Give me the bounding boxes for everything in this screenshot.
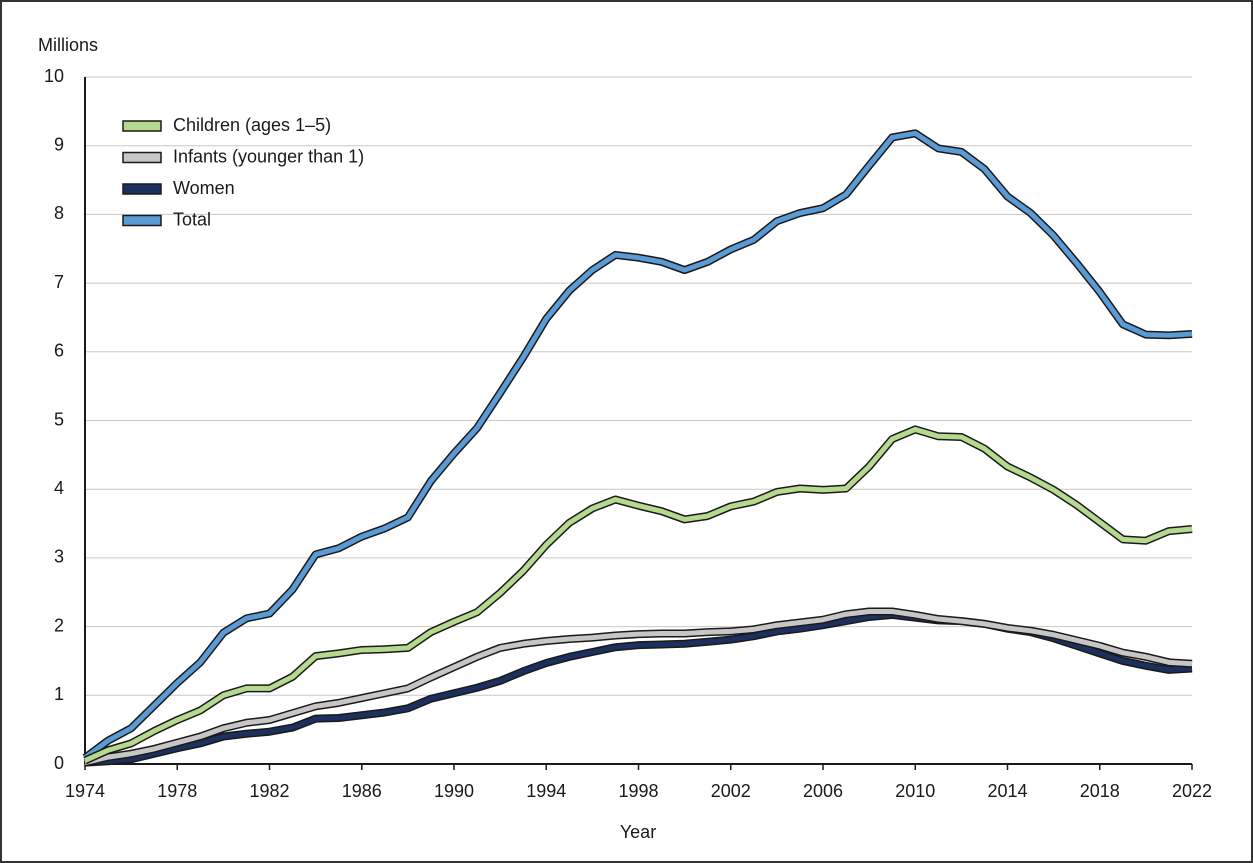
x-tick-label: 1990 xyxy=(434,781,474,801)
legend-swatch xyxy=(122,214,162,227)
legend-swatch xyxy=(122,183,162,195)
x-tick-label: 1994 xyxy=(526,781,566,801)
x-tick-label: 2018 xyxy=(1080,781,1120,801)
x-axis-label: Year xyxy=(620,822,656,842)
y-axis-label: Millions xyxy=(38,35,98,55)
x-tick-label: 1974 xyxy=(65,781,105,801)
x-tick-label: 2002 xyxy=(711,781,751,801)
y-tick-label: 6 xyxy=(54,341,64,361)
legend-swatch xyxy=(122,151,162,164)
y-tick-label: 3 xyxy=(54,547,64,567)
x-tick-label: 2022 xyxy=(1172,781,1212,801)
y-tick-label: 1 xyxy=(54,684,64,704)
x-tick-label: 1982 xyxy=(249,781,289,801)
legend-label: Children (ages 1–5) xyxy=(173,115,331,135)
line xyxy=(83,130,1193,760)
x-tick-label: 1998 xyxy=(618,781,658,801)
legend-label: Total xyxy=(173,209,211,229)
legend-label: Infants (younger than 1) xyxy=(173,146,364,166)
legend-swatch xyxy=(122,120,162,132)
x-tick-label: 2014 xyxy=(987,781,1027,801)
y-tick-label: 9 xyxy=(54,134,64,154)
y-tick-label: 2 xyxy=(54,615,64,635)
x-tick-label: 1978 xyxy=(157,781,197,801)
line xyxy=(83,426,1193,763)
y-tick-label: 4 xyxy=(54,478,64,498)
x-tick-label: 2010 xyxy=(895,781,935,801)
y-tick-label: 8 xyxy=(54,203,64,223)
y-tick-label: 0 xyxy=(54,753,64,773)
legend-label: Women xyxy=(173,178,235,198)
line xyxy=(84,608,1193,766)
x-tick-label: 1986 xyxy=(342,781,382,801)
y-tick-label: 10 xyxy=(44,66,64,86)
y-tick-label: 7 xyxy=(54,272,64,292)
x-tick-label: 2006 xyxy=(803,781,843,801)
y-tick-label: 5 xyxy=(54,409,64,429)
